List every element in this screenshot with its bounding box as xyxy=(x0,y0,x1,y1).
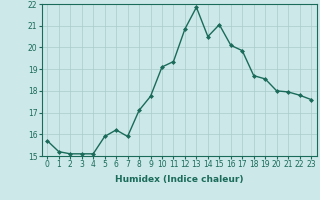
X-axis label: Humidex (Indice chaleur): Humidex (Indice chaleur) xyxy=(115,175,244,184)
